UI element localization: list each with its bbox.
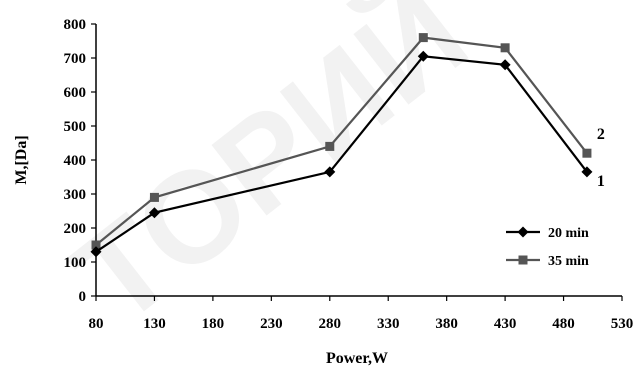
data-point [325, 141, 335, 151]
y-tick-label: 0 [79, 289, 87, 305]
series-1: 1 [90, 50, 605, 258]
legend-item: 20 min [506, 226, 589, 241]
legend-marker [517, 226, 529, 238]
series-line [95, 55, 588, 253]
data-point [149, 192, 159, 202]
x-tick-label: 280 [319, 316, 342, 332]
y-tick-label: 100 [64, 255, 87, 271]
curve-label: 2 [597, 126, 605, 143]
data-point [417, 50, 429, 62]
x-tick-label: 330 [377, 316, 400, 332]
data-point [500, 43, 510, 53]
y-tick-label: 300 [64, 187, 87, 203]
data-point [90, 246, 102, 258]
data-point [324, 166, 336, 178]
x-tick-label: 130 [143, 316, 166, 332]
y-tick-label: 400 [64, 153, 87, 169]
y-tick-label: 600 [64, 85, 87, 101]
y-tick-label: 200 [64, 221, 87, 237]
watermark-text: ТОРИЙ [47, 0, 492, 352]
x-tick-label: 230 [260, 316, 283, 332]
series-layer: 21 [90, 33, 605, 258]
curve-label: 1 [597, 173, 605, 190]
legend-label: 35 min [548, 254, 589, 269]
x-tick-label: 380 [435, 316, 458, 332]
watermark: ТОРИЙ [47, 0, 492, 352]
data-point [91, 240, 101, 250]
legend-marker [518, 255, 528, 265]
y-axis-title: M,[Da] [13, 135, 30, 184]
y-tick-label: 500 [64, 119, 87, 135]
x-tick-label: 80 [89, 316, 104, 332]
data-point [418, 33, 428, 43]
data-point [148, 207, 160, 219]
series-2: 2 [91, 33, 605, 250]
legend: 20 min 35 min [506, 226, 589, 269]
data-point [582, 148, 592, 158]
data-point [499, 59, 511, 71]
x-tick-label: 430 [494, 316, 517, 332]
legend-item: 35 min [506, 254, 589, 269]
x-axis-title: Power,W [326, 350, 388, 367]
y-tick-label: 700 [64, 51, 87, 67]
x-tick-label: 180 [202, 316, 225, 332]
y-axis-ticks: 0 100 200 300 400 500 600 700 800 [64, 17, 96, 305]
legend-label: 20 min [548, 226, 589, 241]
series-line [95, 36, 588, 246]
x-tick-label: 480 [552, 316, 575, 332]
y-tick-label: 800 [64, 17, 87, 33]
data-point [581, 166, 593, 178]
x-axis-ticks: 80 130 180 230 280 330 380 430 480 530 [89, 296, 634, 332]
x-tick-label: 530 [611, 316, 634, 332]
